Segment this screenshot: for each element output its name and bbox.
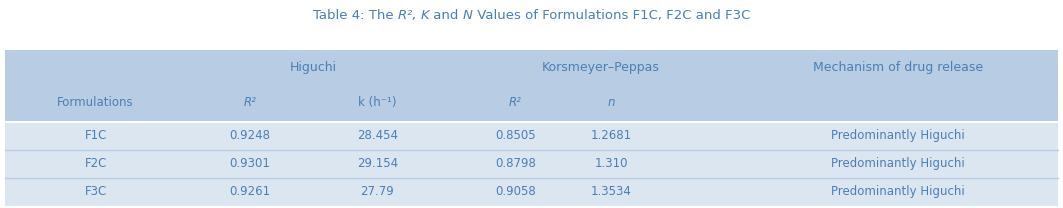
Text: Predominantly Higuchi: Predominantly Higuchi [831, 129, 965, 142]
Text: 0.9301: 0.9301 [230, 157, 270, 170]
FancyBboxPatch shape [5, 50, 1058, 206]
Text: Table 4: The: Table 4: The [313, 9, 398, 22]
Text: and: and [429, 9, 463, 22]
Text: Higuchi: Higuchi [290, 61, 337, 74]
Text: R²: R² [243, 97, 256, 109]
Text: F1C: F1C [84, 129, 107, 142]
Text: F3C: F3C [85, 185, 106, 198]
FancyBboxPatch shape [5, 122, 1058, 150]
Text: 0.9058: 0.9058 [495, 185, 536, 198]
Text: 1.3534: 1.3534 [591, 185, 631, 198]
Text: 1.310: 1.310 [594, 157, 628, 170]
FancyBboxPatch shape [5, 178, 1058, 206]
Text: N: N [463, 9, 473, 22]
Text: Korsmeyer–Peppas: Korsmeyer–Peppas [542, 61, 659, 74]
Text: K: K [421, 9, 429, 22]
Text: n: n [607, 97, 615, 109]
Text: R²: R² [509, 97, 522, 109]
Text: 28.454: 28.454 [357, 129, 398, 142]
Text: Mechanism of drug release: Mechanism of drug release [813, 61, 983, 74]
Text: 29.154: 29.154 [357, 157, 398, 170]
Text: 1.2681: 1.2681 [591, 129, 631, 142]
Text: Values of Formulations F1C, F2C and F3C: Values of Formulations F1C, F2C and F3C [473, 9, 750, 22]
Text: k (h⁻¹): k (h⁻¹) [358, 97, 396, 109]
Text: 0.8798: 0.8798 [495, 157, 536, 170]
Text: Predominantly Higuchi: Predominantly Higuchi [831, 185, 965, 198]
Text: Formulations: Formulations [57, 97, 134, 109]
Text: 0.8505: 0.8505 [495, 129, 536, 142]
FancyBboxPatch shape [5, 150, 1058, 178]
Text: 27.79: 27.79 [360, 185, 394, 198]
Text: 0.9248: 0.9248 [230, 129, 270, 142]
Text: 0.9261: 0.9261 [230, 185, 270, 198]
Text: F2C: F2C [84, 157, 107, 170]
Text: R: R [398, 9, 407, 22]
Text: ²,: ², [407, 9, 421, 22]
Text: Predominantly Higuchi: Predominantly Higuchi [831, 157, 965, 170]
